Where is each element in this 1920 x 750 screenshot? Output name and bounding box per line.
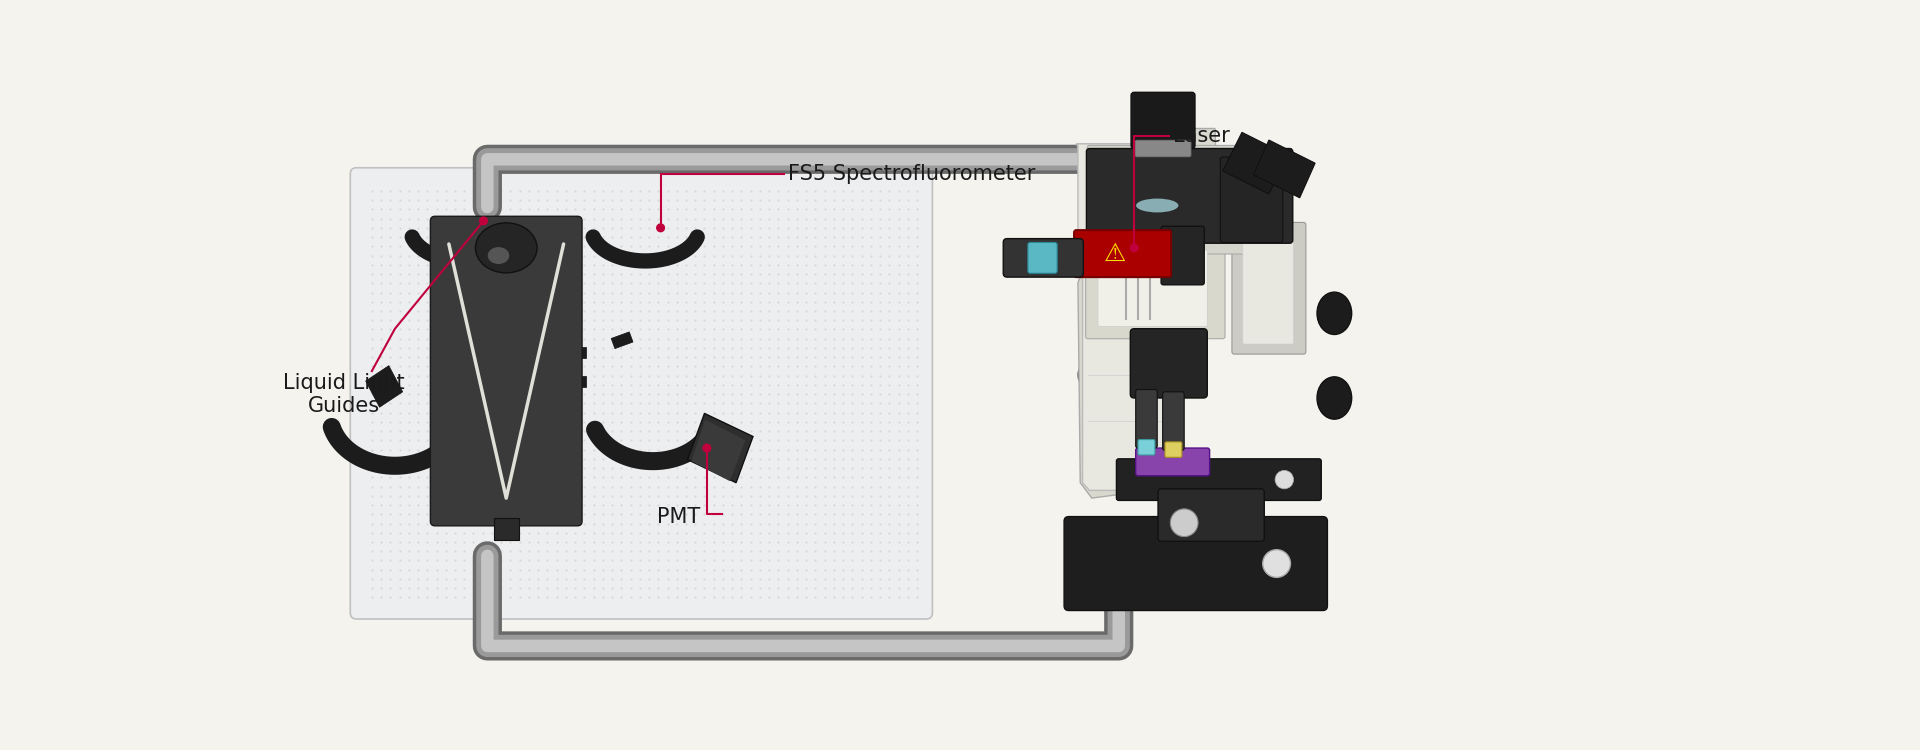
FancyBboxPatch shape xyxy=(518,376,586,387)
Circle shape xyxy=(480,217,488,225)
FancyBboxPatch shape xyxy=(1098,251,1208,326)
Ellipse shape xyxy=(488,247,509,264)
FancyBboxPatch shape xyxy=(1116,459,1321,500)
Ellipse shape xyxy=(1317,292,1352,334)
FancyBboxPatch shape xyxy=(1004,238,1083,277)
FancyBboxPatch shape xyxy=(1139,440,1156,455)
FancyBboxPatch shape xyxy=(1242,233,1294,344)
Polygon shape xyxy=(691,419,745,482)
Text: ⚠: ⚠ xyxy=(1104,242,1127,266)
FancyBboxPatch shape xyxy=(1087,146,1246,254)
Polygon shape xyxy=(687,413,753,483)
Ellipse shape xyxy=(1137,199,1179,212)
FancyBboxPatch shape xyxy=(1233,223,1306,354)
FancyBboxPatch shape xyxy=(1064,517,1327,610)
FancyBboxPatch shape xyxy=(1131,92,1194,148)
FancyBboxPatch shape xyxy=(1164,392,1185,450)
FancyBboxPatch shape xyxy=(518,347,586,358)
FancyBboxPatch shape xyxy=(1165,442,1183,458)
Circle shape xyxy=(1263,550,1290,578)
Polygon shape xyxy=(486,326,511,346)
Circle shape xyxy=(1131,244,1139,252)
FancyBboxPatch shape xyxy=(1073,230,1171,277)
FancyBboxPatch shape xyxy=(1137,389,1158,448)
FancyBboxPatch shape xyxy=(1027,242,1058,273)
Circle shape xyxy=(1171,509,1198,536)
Polygon shape xyxy=(1223,132,1288,194)
Text: Laser: Laser xyxy=(1173,126,1229,146)
FancyBboxPatch shape xyxy=(1158,489,1263,542)
FancyBboxPatch shape xyxy=(1221,157,1283,242)
FancyBboxPatch shape xyxy=(493,518,518,540)
Polygon shape xyxy=(1077,144,1181,490)
Polygon shape xyxy=(1077,128,1219,498)
FancyBboxPatch shape xyxy=(1085,243,1225,339)
Circle shape xyxy=(703,444,710,452)
FancyBboxPatch shape xyxy=(1137,448,1210,476)
FancyBboxPatch shape xyxy=(1087,148,1292,243)
Text: FS5 Spectrofluorometer: FS5 Spectrofluorometer xyxy=(787,164,1035,184)
FancyBboxPatch shape xyxy=(349,168,933,619)
Ellipse shape xyxy=(476,223,538,273)
FancyBboxPatch shape xyxy=(1162,226,1204,285)
Ellipse shape xyxy=(1317,376,1352,419)
FancyBboxPatch shape xyxy=(549,356,557,378)
FancyBboxPatch shape xyxy=(1135,140,1190,157)
Text: Liquid Light
Guides: Liquid Light Guides xyxy=(284,373,405,416)
Circle shape xyxy=(1275,470,1294,489)
FancyBboxPatch shape xyxy=(1131,328,1208,398)
Polygon shape xyxy=(365,366,403,407)
Polygon shape xyxy=(611,332,634,349)
Circle shape xyxy=(657,224,664,232)
Text: PMT: PMT xyxy=(657,507,701,527)
FancyBboxPatch shape xyxy=(430,216,582,526)
Polygon shape xyxy=(1254,140,1315,198)
